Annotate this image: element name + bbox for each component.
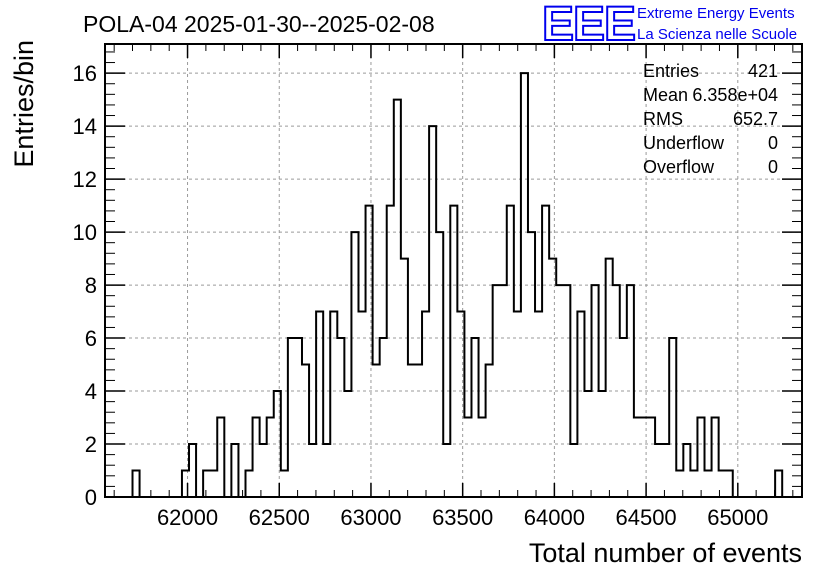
y-tick-label: 8	[85, 273, 97, 298]
y-tick-label: 14	[73, 114, 97, 139]
x-tick-label: 63000	[340, 505, 401, 530]
grid	[105, 44, 802, 497]
y-axis-title: Entries/bin	[9, 40, 39, 168]
stat-name: RMS	[643, 109, 683, 129]
stats-box: Entries 421 Mean 6.358e+04 RMS 652.7 Underflow…	[643, 61, 778, 177]
x-tick-label: 62500	[249, 505, 310, 530]
histogram-step-line	[131, 72, 784, 498]
chart-title: POLA-04 2025-01-30--2025-02-08	[83, 11, 435, 37]
logo-line-1: Extreme Energy Events	[637, 5, 795, 22]
y-axis-ticks: 0 2 4 6 8 10 12 14 16	[73, 51, 802, 510]
y-tick-label: 12	[73, 167, 97, 192]
y-tick-label: 0	[85, 485, 97, 510]
x-tick-label: 64000	[524, 505, 585, 530]
stat-name: Entries	[643, 61, 699, 81]
stat-value: 421	[748, 61, 778, 81]
x-axis-title: Total number of events	[529, 538, 802, 568]
x-tick-label: 65000	[707, 505, 768, 530]
y-tick-label: 16	[73, 61, 97, 86]
eee-logo: EEE Extreme Energy Events La Scienza nel…	[541, 0, 797, 52]
x-tick-label: 62000	[157, 505, 218, 530]
stat-name: Overflow	[643, 157, 715, 177]
y-tick-label: 2	[85, 432, 97, 457]
y-tick-label: 6	[85, 326, 97, 351]
stat-name: Mean	[643, 85, 688, 105]
x-tick-label: 64500	[615, 505, 676, 530]
logo-line-2: La Scienza nelle Scuole	[637, 26, 797, 43]
x-axis-ticks: 62000 62500 63000 63500 64000 64500 65000	[113, 44, 794, 530]
stat-value: 0	[768, 157, 778, 177]
y-tick-label: 4	[85, 379, 97, 404]
stat-value: 652.7	[733, 109, 778, 129]
stat-name: Underflow	[643, 133, 725, 153]
x-tick-label: 63500	[432, 505, 493, 530]
stat-value: 6.358e+04	[692, 85, 778, 105]
y-tick-label: 10	[73, 220, 97, 245]
plot-frame	[104, 43, 803, 498]
stat-value: 0	[768, 133, 778, 153]
